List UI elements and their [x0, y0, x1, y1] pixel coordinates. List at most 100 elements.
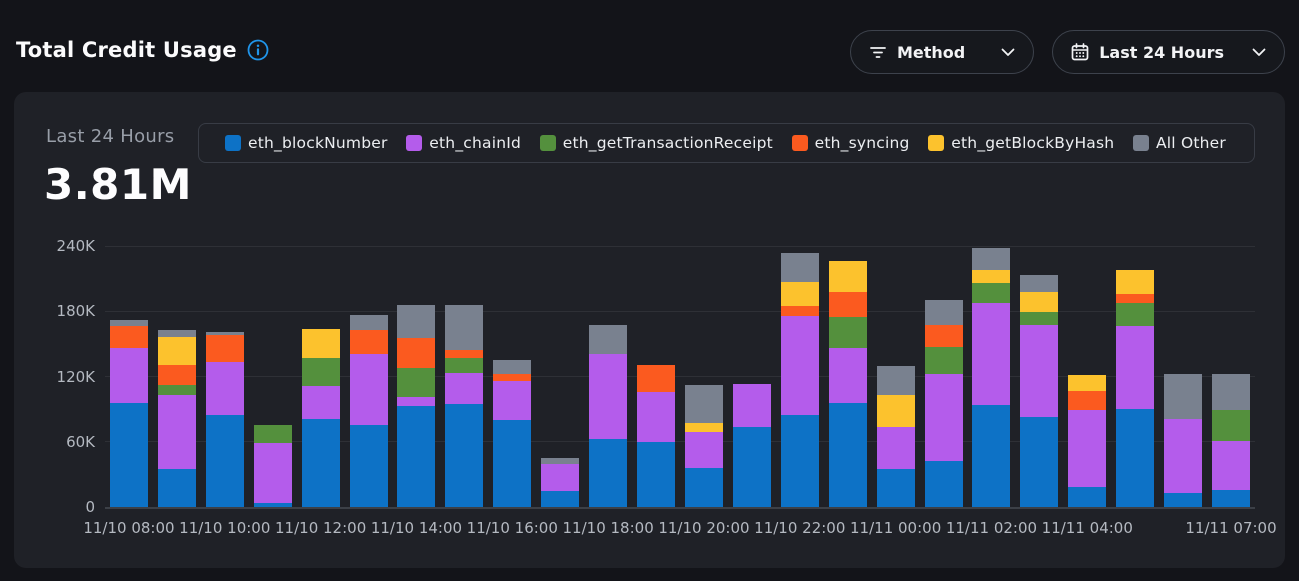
stacked-bar[interactable]: [1164, 374, 1203, 507]
bar-segment-All Other[interactable]: [1164, 374, 1203, 419]
bar-segment-eth_blockNumber[interactable]: [349, 425, 388, 507]
bar-segment-eth_chainId[interactable]: [109, 348, 148, 403]
bar-segment-All Other[interactable]: [397, 304, 436, 339]
bar-segment-eth_chainId[interactable]: [732, 384, 771, 427]
bar-segment-eth_chainId[interactable]: [1164, 418, 1203, 493]
bar-segment-eth_getBlockByHash[interactable]: [876, 395, 915, 427]
stacked-bar[interactable]: [828, 261, 867, 507]
bar-segment-eth_syncing[interactable]: [157, 364, 196, 386]
bar-segment-eth_syncing[interactable]: [109, 326, 148, 349]
stacked-bar[interactable]: [1068, 375, 1107, 507]
bar-segment-eth_blockNumber[interactable]: [1164, 492, 1203, 507]
bar-segment-eth_blockNumber[interactable]: [876, 468, 915, 507]
bar-segment-eth_getTransactionReceipt[interactable]: [157, 385, 196, 395]
stacked-bar[interactable]: [205, 331, 244, 507]
bar-segment-eth_syncing[interactable]: [205, 335, 244, 363]
bar-segment-eth_blockNumber[interactable]: [253, 502, 292, 507]
bar-segment-eth_blockNumber[interactable]: [301, 418, 340, 507]
bar-segment-eth_getTransactionReceipt[interactable]: [445, 358, 484, 374]
bar-segment-eth_getBlockByHash[interactable]: [684, 423, 723, 432]
bar-segment-eth_chainId[interactable]: [589, 353, 628, 439]
bar-segment-eth_getBlockByHash[interactable]: [828, 261, 867, 292]
stacked-bar[interactable]: [493, 360, 532, 507]
bar-segment-eth_blockNumber[interactable]: [493, 420, 532, 507]
bar-segment-eth_syncing[interactable]: [397, 338, 436, 368]
stacked-bar[interactable]: [732, 384, 771, 507]
bar-segment-eth_chainId[interactable]: [493, 380, 532, 420]
bar-segment-All Other[interactable]: [876, 365, 915, 395]
bar-segment-eth_chainId[interactable]: [1020, 325, 1059, 417]
stacked-bar[interactable]: [253, 425, 292, 507]
bar-segment-All Other[interactable]: [541, 458, 580, 464]
bar-segment-All Other[interactable]: [684, 385, 723, 424]
bar-segment-eth_blockNumber[interactable]: [541, 490, 580, 507]
bar-segment-eth_blockNumber[interactable]: [1020, 416, 1059, 507]
bar-segment-eth_chainId[interactable]: [397, 397, 436, 406]
bar-segment-All Other[interactable]: [349, 314, 388, 330]
bar-segment-eth_chainId[interactable]: [924, 374, 963, 462]
bar-segment-eth_getBlockByHash[interactable]: [972, 269, 1011, 283]
bar-segment-eth_blockNumber[interactable]: [732, 426, 771, 507]
bar-segment-eth_chainId[interactable]: [1212, 440, 1251, 490]
stacked-bar[interactable]: [301, 328, 340, 507]
bar-segment-eth_syncing[interactable]: [780, 305, 819, 316]
stacked-bar[interactable]: [541, 458, 580, 507]
bar-segment-eth_chainId[interactable]: [349, 353, 388, 426]
bar-segment-eth_chainId[interactable]: [157, 395, 196, 469]
bar-segment-eth_blockNumber[interactable]: [684, 467, 723, 507]
bar-segment-eth_getBlockByHash[interactable]: [1020, 291, 1059, 313]
stacked-bar[interactable]: [1116, 269, 1155, 507]
bar-segment-eth_chainId[interactable]: [541, 463, 580, 491]
bar-segment-eth_blockNumber[interactable]: [637, 441, 676, 507]
bar-segment-eth_chainId[interactable]: [637, 391, 676, 442]
stacked-bar[interactable]: [924, 300, 963, 507]
bar-segment-All Other[interactable]: [109, 319, 148, 327]
bar-segment-eth_syncing[interactable]: [445, 350, 484, 359]
bar-segment-eth_chainId[interactable]: [253, 442, 292, 503]
bar-segment-eth_syncing[interactable]: [349, 329, 388, 354]
bar-segment-eth_chainId[interactable]: [205, 362, 244, 415]
bar-segment-eth_chainId[interactable]: [876, 426, 915, 469]
bar-segment-eth_syncing[interactable]: [637, 364, 676, 392]
bar-segment-All Other[interactable]: [972, 248, 1011, 270]
stacked-bar[interactable]: [1020, 275, 1059, 507]
bar-segment-eth_getBlockByHash[interactable]: [301, 328, 340, 359]
bar-segment-eth_blockNumber[interactable]: [924, 461, 963, 507]
info-icon[interactable]: [247, 39, 269, 61]
bar-segment-eth_blockNumber[interactable]: [1116, 409, 1155, 507]
stacked-bar[interactable]: [780, 252, 819, 507]
stacked-bar[interactable]: [109, 319, 148, 507]
bar-segment-eth_blockNumber[interactable]: [445, 403, 484, 507]
bar-segment-eth_getTransactionReceipt[interactable]: [253, 425, 292, 443]
bar-segment-eth_chainId[interactable]: [684, 431, 723, 468]
bar-segment-eth_getBlockByHash[interactable]: [157, 337, 196, 365]
bar-segment-eth_blockNumber[interactable]: [1212, 489, 1251, 507]
bar-segment-eth_blockNumber[interactable]: [109, 402, 148, 507]
bar-segment-eth_getBlockByHash[interactable]: [1068, 375, 1107, 391]
bar-segment-eth_getTransactionReceipt[interactable]: [924, 347, 963, 375]
bar-segment-eth_blockNumber[interactable]: [1068, 487, 1107, 507]
bar-segment-eth_getTransactionReceipt[interactable]: [301, 358, 340, 387]
bar-segment-eth_syncing[interactable]: [493, 374, 532, 381]
bar-segment-eth_getBlockByHash[interactable]: [1116, 269, 1155, 294]
bar-segment-eth_chainId[interactable]: [780, 315, 819, 415]
bar-segment-eth_blockNumber[interactable]: [397, 405, 436, 507]
stacked-bar[interactable]: [1212, 374, 1251, 507]
bar-segment-All Other[interactable]: [1020, 275, 1059, 292]
bar-segment-eth_chainId[interactable]: [828, 348, 867, 403]
time-range-dropdown[interactable]: Last 24 Hours: [1052, 30, 1285, 74]
stacked-bar[interactable]: [589, 325, 628, 507]
bar-segment-All Other[interactable]: [493, 360, 532, 375]
bar-segment-All Other[interactable]: [445, 304, 484, 351]
stacked-bar[interactable]: [637, 364, 676, 507]
stacked-bar[interactable]: [972, 248, 1011, 507]
bar-segment-eth_blockNumber[interactable]: [828, 402, 867, 507]
bar-segment-eth_getTransactionReceipt[interactable]: [1212, 410, 1251, 441]
bar-segment-eth_chainId[interactable]: [1068, 410, 1107, 488]
bar-segment-eth_getTransactionReceipt[interactable]: [397, 367, 436, 398]
bar-segment-eth_getBlockByHash[interactable]: [780, 281, 819, 306]
stacked-bar[interactable]: [397, 304, 436, 507]
stacked-bar[interactable]: [157, 329, 196, 507]
bar-segment-eth_chainId[interactable]: [301, 386, 340, 419]
stacked-bar[interactable]: [876, 365, 915, 507]
